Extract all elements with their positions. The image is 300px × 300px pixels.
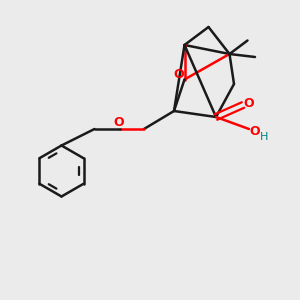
Text: H: H	[260, 132, 268, 142]
Text: O: O	[174, 68, 184, 82]
Text: O: O	[243, 97, 254, 110]
Text: O: O	[114, 116, 124, 129]
Text: O: O	[249, 125, 260, 139]
